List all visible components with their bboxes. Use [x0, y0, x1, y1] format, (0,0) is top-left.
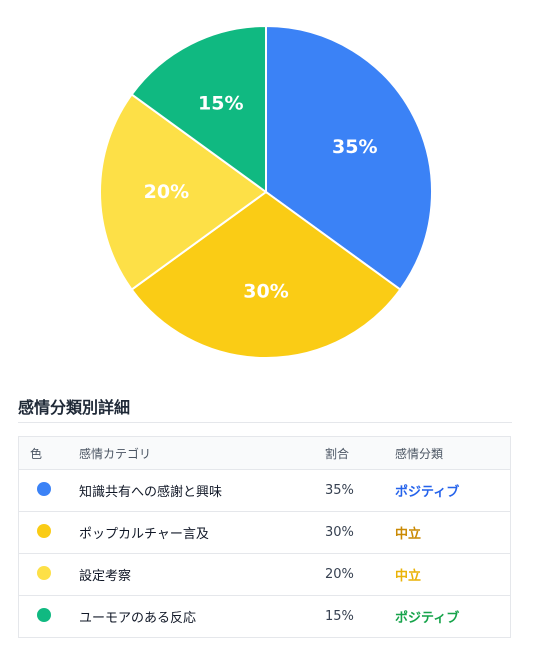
emotion-table: 色 感情カテゴリ 割合 感情分類 知識共有への感謝と興味 35% ポジティブ ポ…	[18, 436, 511, 638]
slice-label: 30%	[243, 281, 288, 303]
row-category: ユーモアのある反応	[79, 611, 197, 626]
header-classification: 感情分類	[395, 446, 444, 461]
row-ratio: 30%	[325, 525, 354, 540]
row-ratio: 35%	[325, 483, 354, 498]
pie-chart-svg: 35% 30% 20% 15%	[99, 24, 433, 359]
row-category: 知識共有への感謝と興味	[79, 485, 223, 500]
section-divider	[18, 422, 512, 423]
table-row: ユーモアのある反応 15% ポジティブ	[19, 595, 510, 637]
row-classification: 中立	[395, 527, 422, 542]
row-category: ポップカルチャー言及	[79, 527, 209, 542]
row-classification: ポジティブ	[395, 611, 460, 626]
pie-chart: 35% 30% 20% 15%	[99, 24, 433, 359]
color-dot	[37, 607, 51, 622]
table-row: 設定考察 20% 中立	[19, 553, 510, 595]
slice-label: 35%	[332, 136, 377, 158]
pie-slice	[130, 24, 267, 194]
pie-slice	[265, 24, 433, 291]
header-color: 色	[30, 446, 43, 461]
slice-label: 15%	[198, 92, 243, 114]
row-ratio: 15%	[325, 609, 354, 624]
table-row: ポップカルチャー言及 30% 中立	[19, 511, 510, 553]
table-row: 知識共有への感謝と興味 35% ポジティブ	[19, 469, 510, 511]
row-classification: ポジティブ	[395, 485, 460, 500]
color-dot	[37, 565, 51, 580]
section-title: 感情分類別詳細	[18, 398, 131, 417]
slice-label: 20%	[144, 181, 189, 203]
color-dot	[37, 481, 51, 496]
header-category: 感情カテゴリ	[79, 446, 152, 461]
header-ratio: 割合	[325, 446, 350, 461]
pie-slice	[130, 190, 402, 359]
row-ratio: 20%	[325, 567, 354, 582]
row-category: 設定考察	[79, 569, 132, 584]
pie-slice	[99, 93, 268, 291]
row-classification: 中立	[395, 569, 422, 584]
color-dot	[37, 523, 51, 538]
table-header: 色 感情カテゴリ 割合 感情分類	[19, 437, 510, 469]
